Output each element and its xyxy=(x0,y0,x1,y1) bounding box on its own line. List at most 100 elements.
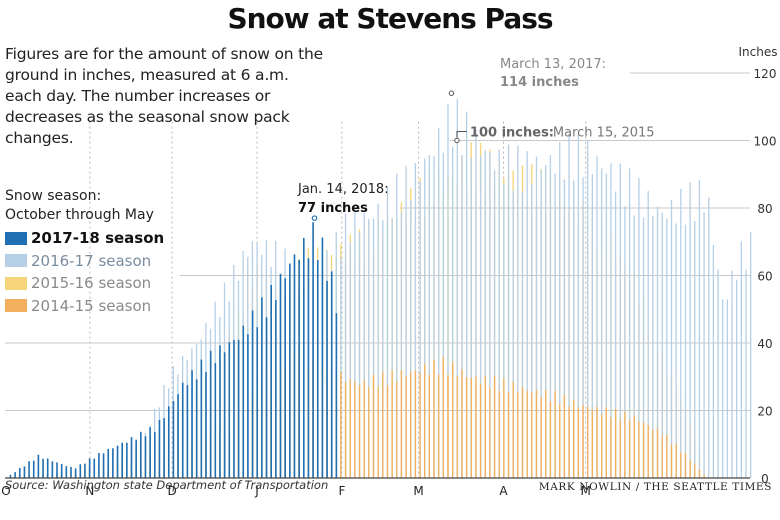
bar xyxy=(14,472,16,478)
bar xyxy=(619,163,621,478)
bar xyxy=(32,460,35,478)
bar xyxy=(493,170,496,478)
bar xyxy=(507,144,510,478)
bar xyxy=(652,216,654,479)
marker-2017 xyxy=(448,90,455,96)
bar xyxy=(428,374,431,478)
bar xyxy=(633,215,635,478)
bar xyxy=(647,424,649,478)
bar xyxy=(568,406,570,478)
source-note: Source: Washington state Department of T… xyxy=(5,478,329,492)
bar xyxy=(479,383,482,478)
chart-description: Figures are for the amount of snow on th… xyxy=(5,45,323,147)
x-tick-label: M xyxy=(580,484,590,498)
bar xyxy=(112,448,114,478)
bar xyxy=(279,273,282,478)
bar xyxy=(526,390,528,478)
bar xyxy=(503,378,505,478)
bar xyxy=(79,464,82,478)
bar xyxy=(689,459,691,478)
bar xyxy=(158,419,161,478)
bar xyxy=(442,152,444,479)
bar xyxy=(470,377,472,478)
bar xyxy=(601,168,603,479)
chart-title: Snow at Stevens Pass xyxy=(227,2,553,35)
y-axis-label: Inches xyxy=(739,45,778,59)
x-tick-label: N xyxy=(85,484,94,498)
bar xyxy=(591,409,593,478)
bar xyxy=(28,461,30,478)
bar xyxy=(237,339,240,478)
bar xyxy=(740,241,742,478)
bar xyxy=(186,385,189,478)
bar xyxy=(717,269,719,478)
bar xyxy=(396,381,398,478)
bar xyxy=(396,173,398,479)
legend-item-2015-16: 2015-16 season xyxy=(5,272,164,295)
bar xyxy=(195,379,198,478)
bar xyxy=(167,406,170,478)
bar xyxy=(559,142,561,478)
bar xyxy=(652,429,654,478)
bar xyxy=(577,131,580,478)
bar xyxy=(386,186,389,478)
bar xyxy=(74,468,77,478)
bar xyxy=(307,258,310,478)
legend-title-line2: October through May xyxy=(5,207,154,223)
bar xyxy=(559,404,561,478)
bar xyxy=(722,299,724,478)
x-tick-label: J xyxy=(254,484,259,498)
y-tick-label: 80 xyxy=(757,202,772,216)
bar xyxy=(661,436,663,478)
bar xyxy=(573,399,575,478)
bar xyxy=(265,317,268,478)
bar xyxy=(484,375,486,478)
bar xyxy=(419,181,421,478)
bar xyxy=(531,183,533,479)
bar xyxy=(452,362,454,478)
bar xyxy=(354,381,356,478)
bar xyxy=(554,173,556,478)
bar xyxy=(46,458,49,478)
legend-item-2017-18: 2017-18 season xyxy=(5,227,164,250)
bar xyxy=(256,327,259,478)
bar xyxy=(605,407,607,478)
bar xyxy=(745,269,747,478)
bar xyxy=(633,415,635,478)
bar xyxy=(51,461,54,478)
bar xyxy=(316,260,319,478)
legend-swatch xyxy=(5,299,27,313)
bar xyxy=(670,199,673,478)
bar xyxy=(18,468,21,478)
bar xyxy=(344,382,347,478)
bar xyxy=(340,372,342,478)
leader-2015 xyxy=(456,131,467,138)
bar xyxy=(642,422,645,478)
bar xyxy=(689,181,691,478)
bar xyxy=(23,466,26,478)
bar xyxy=(428,155,431,479)
bar xyxy=(736,279,738,478)
bar xyxy=(512,190,514,478)
bar xyxy=(424,364,426,478)
x-tick-label: A xyxy=(499,484,508,498)
bar xyxy=(181,382,184,478)
legend-swatch xyxy=(5,254,27,268)
bar xyxy=(191,370,193,478)
bar xyxy=(37,454,40,478)
bar xyxy=(372,218,375,478)
y-tick-label: 40 xyxy=(757,337,772,351)
bar xyxy=(414,162,417,479)
bar xyxy=(642,217,645,478)
bar xyxy=(135,439,137,478)
bar xyxy=(619,419,621,478)
bar xyxy=(591,174,593,478)
bar xyxy=(358,385,361,478)
bar xyxy=(675,223,677,478)
bar xyxy=(363,379,365,478)
annotation-2018-value: 77 inches xyxy=(298,201,368,216)
bar xyxy=(284,278,286,478)
bar xyxy=(465,377,468,478)
bars xyxy=(9,98,752,479)
bar xyxy=(703,212,705,478)
